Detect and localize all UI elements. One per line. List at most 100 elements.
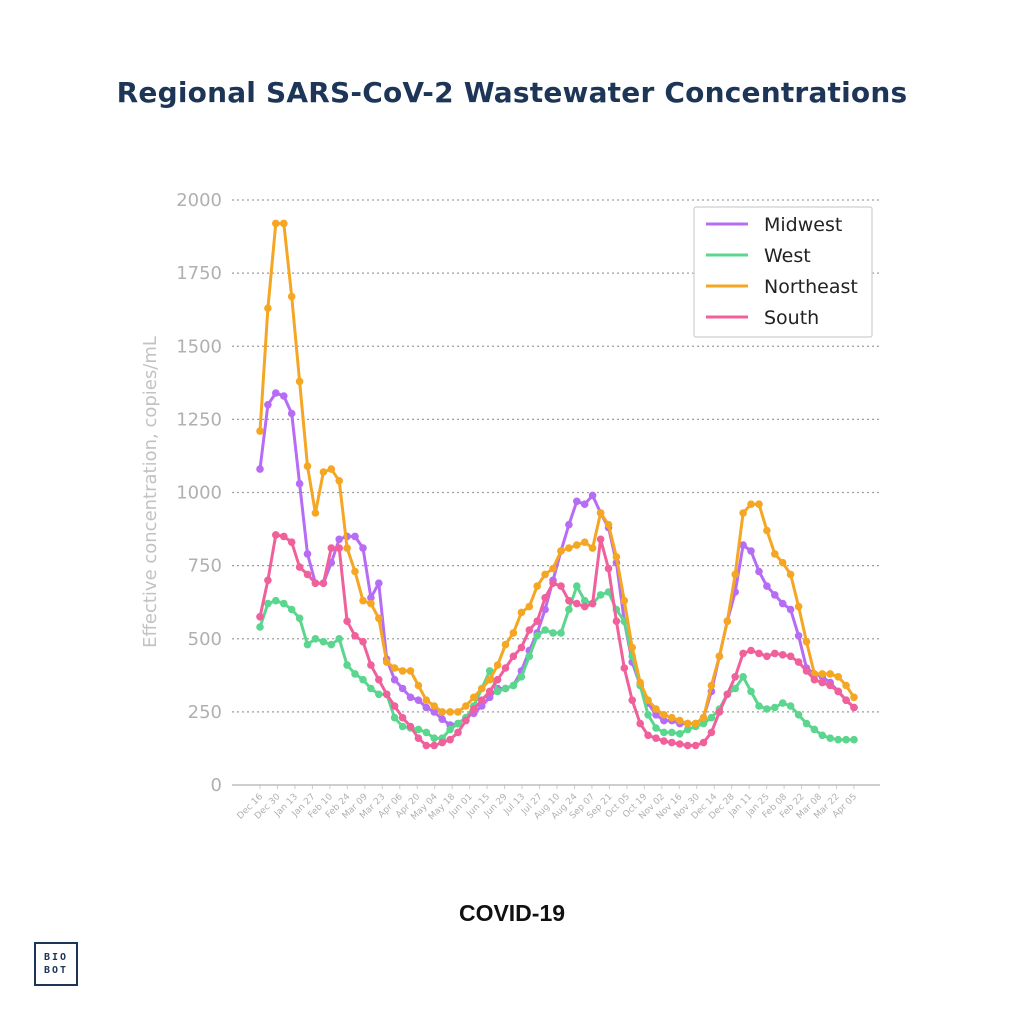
data-point [549, 564, 557, 573]
data-point [398, 722, 407, 731]
series-line [258, 584, 856, 742]
data-point [580, 602, 589, 611]
data-point [501, 684, 510, 693]
data-point [802, 667, 811, 675]
data-point [834, 673, 842, 681]
data-point [319, 637, 328, 646]
data-point [850, 735, 858, 744]
data-point [755, 500, 763, 509]
data-point [707, 713, 716, 722]
data-point [739, 649, 747, 658]
data-point [794, 711, 803, 719]
data-point [747, 547, 755, 555]
data-point [501, 640, 510, 649]
data-point [652, 711, 660, 719]
data-point [533, 617, 541, 625]
data-point [256, 427, 264, 435]
data-point [628, 696, 636, 704]
data-point [549, 579, 557, 587]
data-point [509, 652, 518, 661]
data-point [699, 719, 708, 728]
data-point [303, 462, 312, 471]
data-point [731, 570, 739, 579]
data-point [264, 599, 272, 608]
data-point [287, 605, 296, 614]
data-point [580, 596, 589, 605]
data-point [747, 500, 755, 509]
data-point [446, 735, 454, 744]
data-point [565, 605, 573, 614]
data-point [588, 491, 597, 500]
data-point [652, 705, 660, 713]
data-point [390, 664, 399, 672]
data-point [573, 599, 581, 608]
data-point [351, 670, 359, 678]
data-point [723, 617, 732, 625]
data-point [723, 690, 732, 699]
data-point [390, 675, 399, 684]
data-point [794, 602, 803, 611]
data-point [691, 719, 700, 728]
data-point [359, 596, 367, 605]
data-point [771, 550, 779, 558]
data-point [319, 579, 328, 587]
data-point [580, 500, 589, 509]
data-point [620, 664, 629, 672]
data-point [470, 693, 478, 702]
series-line [258, 391, 856, 727]
data-point [778, 558, 787, 567]
y-tick-label: 1000 [176, 483, 222, 504]
data-point [683, 725, 692, 734]
data-point [588, 544, 597, 552]
data-point [359, 637, 367, 646]
data-point [525, 602, 534, 611]
data-point [612, 553, 621, 561]
data-point [636, 719, 644, 728]
y-tick-label: 750 [188, 556, 222, 577]
data-point [303, 550, 312, 558]
data-point [382, 690, 391, 699]
data-point [406, 667, 415, 675]
data-point [826, 681, 834, 690]
data-point [557, 629, 565, 637]
data-point [375, 614, 383, 623]
data-point [676, 716, 684, 725]
data-point [565, 596, 573, 605]
data-point [850, 703, 858, 712]
legend-item-south: South [706, 307, 819, 329]
data-point [351, 632, 359, 640]
data-point [818, 731, 827, 740]
data-point [509, 629, 518, 637]
data-point [842, 735, 850, 744]
data-point [810, 675, 819, 684]
data-point [755, 567, 763, 576]
data-point [660, 711, 668, 719]
data-point [668, 713, 676, 722]
legend-label: Northeast [764, 276, 858, 298]
data-point [715, 708, 724, 716]
data-point [327, 640, 336, 649]
data-point [367, 599, 375, 608]
y-tick-label: 2000 [176, 190, 222, 211]
data-point [359, 675, 367, 684]
data-point [786, 570, 795, 579]
data-point [430, 708, 439, 716]
legend: Midwest West Northeast South [693, 206, 873, 338]
data-point [303, 570, 312, 579]
data-point [683, 741, 692, 750]
data-point [430, 734, 439, 742]
y-tick-label: 0 [211, 775, 222, 796]
data-point [557, 547, 565, 555]
data-point [272, 389, 280, 397]
data-point [478, 696, 486, 704]
data-point [739, 541, 747, 549]
data-point [834, 687, 842, 696]
data-point [272, 219, 280, 228]
data-point [834, 735, 842, 744]
y-tick-label: 1750 [176, 263, 222, 284]
data-point [739, 673, 747, 681]
data-point [295, 614, 304, 623]
series-line [258, 533, 856, 747]
y-tick-label: 500 [188, 629, 222, 650]
